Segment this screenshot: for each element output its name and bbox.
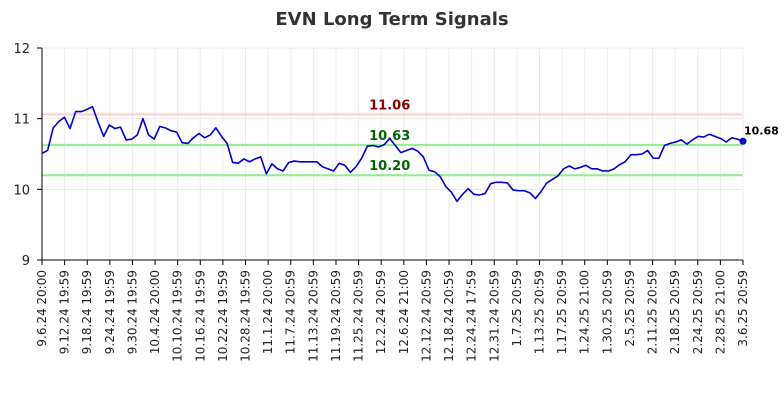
last-value-marker: 10.68 xyxy=(739,124,779,145)
y-axis-ticks: 9 10 11 12 xyxy=(13,42,42,269)
y-tick-label: 10 xyxy=(13,183,30,198)
x-tick-label: 10.22.24 19:59 xyxy=(216,270,230,362)
x-tick-label: 2.28.25 21:00 xyxy=(713,270,727,354)
x-tick-label: 12.2.24 20:59 xyxy=(374,270,388,354)
axes xyxy=(41,48,743,261)
x-tick-label: 1.30.25 20:59 xyxy=(600,270,614,354)
x-tick-label: 2.18.25 20:59 xyxy=(668,270,682,354)
x-tick-label: 1.13.25 20:59 xyxy=(532,270,546,354)
level-label-resistance: 11.06 xyxy=(369,98,410,113)
x-tick-label: 12.6.24 21:00 xyxy=(397,270,411,354)
x-axis-ticks: 9.6.24 20:00 9.12.24 19:59 9.18.24 19:59 9.… xyxy=(35,260,750,362)
x-tick-label: 1.24.25 21:00 xyxy=(578,270,592,354)
x-tick-label: 3.6.25 20:59 xyxy=(736,270,750,347)
price-line xyxy=(41,105,744,203)
chart-title: EVN Long Term Signals xyxy=(275,9,508,30)
last-point xyxy=(739,137,747,145)
last-value-label: 10.68 xyxy=(744,124,779,137)
x-tick-label: 11.25.24 20:59 xyxy=(352,270,366,362)
x-tick-label: 2.11.25 20:59 xyxy=(646,270,660,354)
x-tick-label: 1.7.25 20:59 xyxy=(510,270,524,347)
x-tick-label: 12.12.24 20:59 xyxy=(419,270,433,362)
x-tick-label: 9.24.24 19:59 xyxy=(103,270,117,354)
x-tick-label: 10.28.24 19:59 xyxy=(239,270,253,362)
x-tick-label: 12.24.24 17:59 xyxy=(465,270,479,362)
x-tick-label: 9.6.24 20:00 xyxy=(35,270,49,347)
x-tick-label: 10.10.24 19:59 xyxy=(171,270,185,362)
grid xyxy=(41,47,744,261)
x-tick-label: 11.19.24 20:59 xyxy=(329,270,343,362)
x-tick-label: 11.1.24 20:00 xyxy=(261,270,275,354)
price-series xyxy=(41,105,744,203)
level-label-support: 10.63 xyxy=(369,129,410,144)
x-tick-label: 10.16.24 19:59 xyxy=(193,270,207,362)
x-tick-label: 12.18.24 20:59 xyxy=(442,270,456,362)
x-tick-label: 9.30.24 19:59 xyxy=(125,270,139,354)
x-tick-label: 1.17.25 20:59 xyxy=(555,270,569,354)
y-tick-label: 9 xyxy=(22,254,30,269)
x-tick-label: 2.5.25 20:59 xyxy=(623,270,637,347)
x-tick-label: 2.24.25 20:59 xyxy=(691,270,705,354)
level-label-support: 10.20 xyxy=(369,159,410,174)
x-tick-label: 9.12.24 19:59 xyxy=(58,270,72,354)
y-tick-label: 12 xyxy=(13,42,30,57)
y-tick-label: 11 xyxy=(13,113,30,128)
x-tick-label: 12.31.24 20:59 xyxy=(487,270,501,362)
x-tick-label: 11.7.24 20:59 xyxy=(284,270,298,354)
signal-levels: 11.06 10.63 10.20 xyxy=(42,98,743,177)
x-tick-label: 11.13.24 20:59 xyxy=(306,270,320,362)
x-tick-label: 10.4.24 20:00 xyxy=(148,270,162,354)
x-tick-label: 9.18.24 19:59 xyxy=(80,270,94,354)
